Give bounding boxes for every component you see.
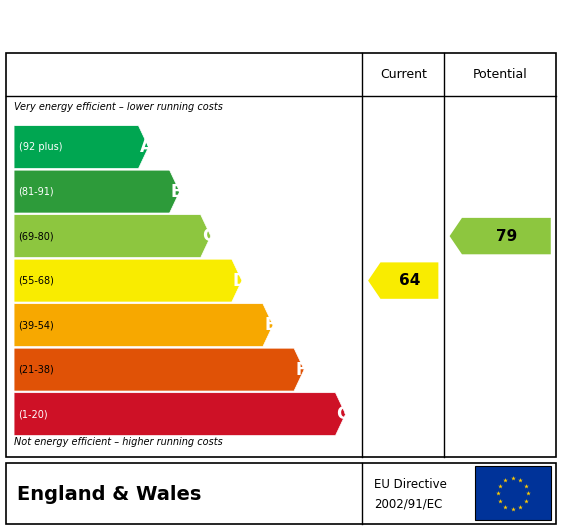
- Text: Not energy efficient – higher running costs: Not energy efficient – higher running co…: [14, 437, 223, 447]
- Text: 64: 64: [398, 273, 420, 288]
- Text: 79: 79: [496, 229, 517, 243]
- Text: Energy Efficiency Rating: Energy Efficiency Rating: [108, 12, 454, 36]
- Text: Very energy efficient – lower running costs: Very energy efficient – lower running co…: [14, 102, 223, 112]
- Text: F: F: [295, 360, 306, 378]
- Text: (21-38): (21-38): [19, 365, 55, 375]
- Text: (81-91): (81-91): [19, 187, 54, 197]
- Text: A: A: [139, 138, 152, 156]
- Polygon shape: [14, 170, 180, 213]
- Text: Potential: Potential: [473, 68, 528, 81]
- Text: D: D: [233, 271, 247, 290]
- Text: EU Directive: EU Directive: [374, 477, 447, 491]
- Text: G: G: [337, 405, 350, 423]
- Text: (92 plus): (92 plus): [19, 142, 62, 152]
- Text: (1-20): (1-20): [19, 409, 48, 419]
- Polygon shape: [14, 304, 273, 347]
- Text: C: C: [202, 227, 214, 245]
- Bar: [475, 466, 551, 521]
- Polygon shape: [368, 262, 438, 299]
- Text: England & Wales: England & Wales: [17, 484, 201, 504]
- Polygon shape: [14, 125, 148, 169]
- Text: (39-54): (39-54): [19, 320, 55, 330]
- Polygon shape: [14, 348, 304, 391]
- Text: E: E: [264, 316, 275, 334]
- Text: (55-68): (55-68): [19, 276, 55, 286]
- Polygon shape: [450, 218, 551, 255]
- Polygon shape: [14, 393, 346, 435]
- Text: (69-80): (69-80): [19, 231, 54, 241]
- Text: Current: Current: [380, 68, 427, 81]
- Polygon shape: [14, 259, 242, 302]
- Polygon shape: [14, 214, 211, 258]
- Text: 2002/91/EC: 2002/91/EC: [374, 497, 442, 511]
- Text: B: B: [171, 182, 183, 201]
